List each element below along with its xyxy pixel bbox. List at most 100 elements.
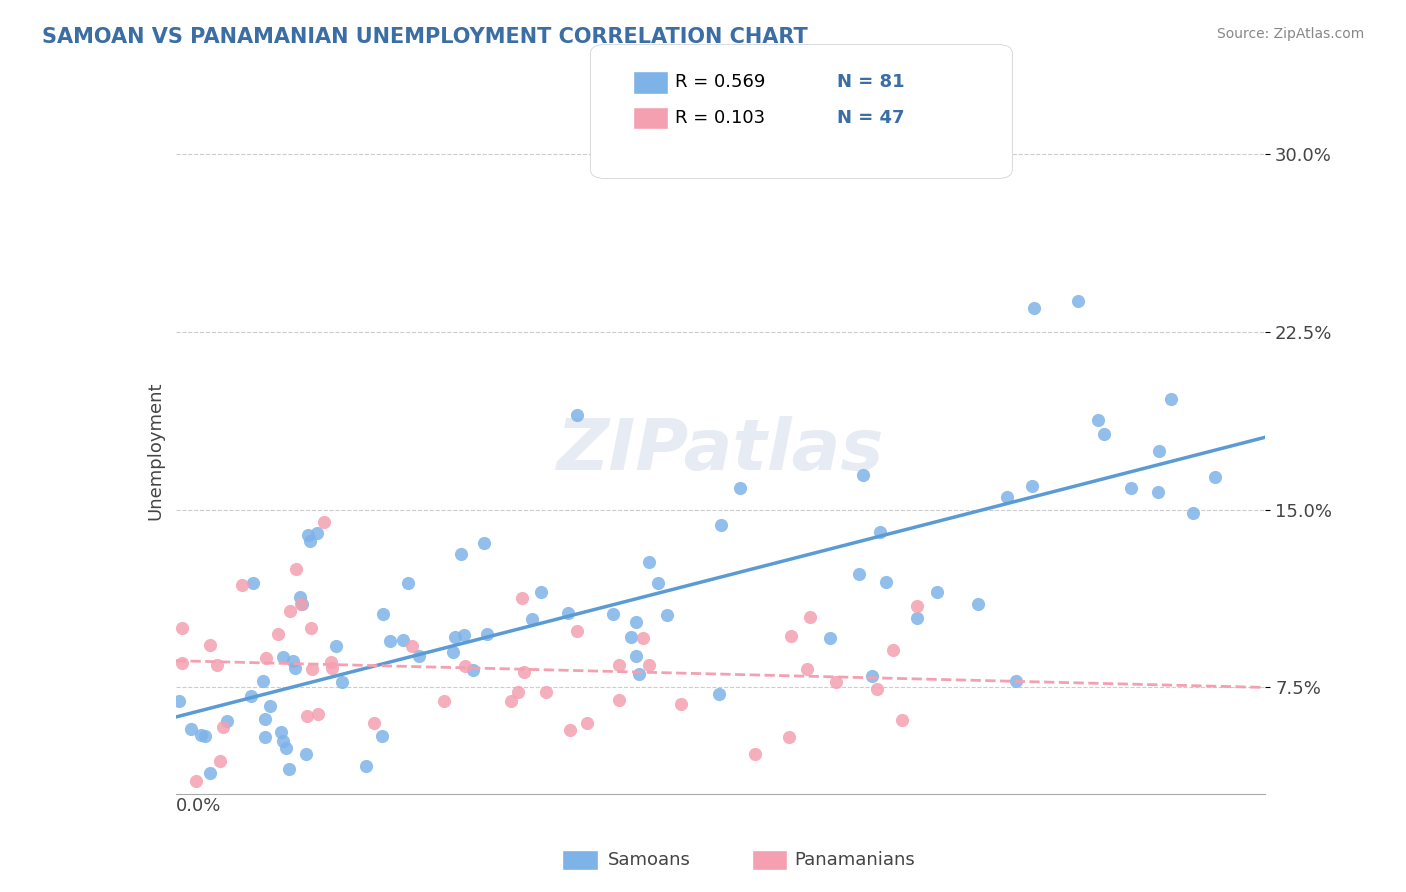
Point bbox=[565, 624, 588, 639]
Point bbox=[283, 654, 305, 668]
Point bbox=[363, 716, 385, 731]
Text: SAMOAN VS PANAMANIAN UNEMPLOYMENT CORRELATION CHART: SAMOAN VS PANAMANIAN UNEMPLOYMENT CORREL… bbox=[42, 27, 808, 46]
Point bbox=[882, 642, 904, 657]
Point bbox=[461, 663, 484, 677]
Point bbox=[200, 766, 222, 780]
Point bbox=[209, 755, 232, 769]
Point bbox=[1160, 392, 1182, 406]
Point bbox=[278, 762, 301, 776]
Point bbox=[557, 606, 579, 620]
Point bbox=[370, 729, 392, 743]
Point bbox=[796, 662, 818, 676]
Text: R = 0.569: R = 0.569 bbox=[675, 73, 765, 91]
Point bbox=[391, 633, 413, 648]
Point bbox=[231, 578, 253, 592]
Point bbox=[506, 684, 529, 698]
Point bbox=[401, 639, 423, 653]
Point bbox=[169, 694, 191, 708]
Point bbox=[194, 729, 217, 743]
Point bbox=[607, 693, 630, 707]
Text: 0.0%: 0.0% bbox=[176, 797, 221, 815]
Point bbox=[744, 747, 766, 761]
Point bbox=[433, 693, 456, 707]
Point bbox=[280, 604, 302, 618]
Point bbox=[1024, 301, 1046, 316]
Point bbox=[779, 629, 801, 643]
Text: Source: ZipAtlas.com: Source: ZipAtlas.com bbox=[1216, 27, 1364, 41]
Point bbox=[371, 607, 394, 621]
Point bbox=[534, 684, 557, 698]
Point bbox=[631, 631, 654, 645]
Point bbox=[1004, 673, 1026, 688]
Point bbox=[396, 575, 419, 590]
Point bbox=[290, 597, 312, 611]
Point bbox=[299, 533, 322, 548]
Point bbox=[927, 585, 949, 599]
Point bbox=[184, 774, 207, 789]
Point bbox=[620, 631, 643, 645]
Point bbox=[330, 675, 353, 690]
Point bbox=[444, 630, 467, 644]
Point bbox=[450, 547, 472, 561]
Point bbox=[875, 574, 897, 589]
Y-axis label: Unemployment: Unemployment bbox=[146, 381, 165, 520]
Point bbox=[1087, 413, 1109, 427]
Point bbox=[1147, 485, 1170, 500]
Point bbox=[866, 681, 889, 696]
Point bbox=[967, 597, 990, 611]
Point bbox=[799, 610, 821, 624]
Point bbox=[453, 628, 475, 642]
Point bbox=[273, 734, 295, 748]
Point bbox=[709, 687, 731, 701]
Point bbox=[530, 585, 553, 599]
Point bbox=[997, 490, 1019, 504]
Text: N = 81: N = 81 bbox=[837, 73, 904, 91]
Point bbox=[820, 631, 842, 645]
Point bbox=[905, 599, 928, 613]
Point bbox=[472, 536, 495, 550]
Point bbox=[301, 662, 323, 676]
Point bbox=[321, 661, 343, 675]
Text: N = 47: N = 47 bbox=[837, 109, 904, 127]
Point bbox=[905, 611, 928, 625]
Point bbox=[825, 674, 848, 689]
Point bbox=[730, 481, 752, 495]
Point bbox=[284, 661, 307, 675]
Point bbox=[560, 723, 582, 737]
Point bbox=[637, 555, 659, 569]
Point bbox=[575, 715, 598, 730]
Point bbox=[307, 706, 329, 721]
Point bbox=[290, 597, 312, 611]
Point bbox=[267, 627, 290, 641]
Point bbox=[520, 612, 543, 626]
Point bbox=[710, 518, 733, 533]
Point bbox=[510, 591, 533, 606]
Point bbox=[295, 708, 318, 723]
Point bbox=[1119, 481, 1142, 495]
Text: R = 0.103: R = 0.103 bbox=[675, 109, 765, 127]
Point bbox=[271, 650, 294, 665]
Point bbox=[869, 524, 891, 539]
Point bbox=[259, 698, 281, 713]
Text: Samoans: Samoans bbox=[607, 851, 690, 869]
Point bbox=[778, 731, 800, 745]
Point bbox=[565, 408, 588, 422]
Point bbox=[312, 515, 335, 529]
Point bbox=[356, 759, 378, 773]
Point bbox=[647, 576, 669, 591]
Point bbox=[254, 712, 277, 726]
Point bbox=[254, 651, 277, 665]
Point bbox=[207, 658, 229, 673]
Point bbox=[190, 729, 212, 743]
Point bbox=[229, 805, 252, 819]
Point bbox=[325, 639, 347, 653]
Point bbox=[408, 649, 430, 664]
Point bbox=[204, 798, 226, 813]
Point bbox=[295, 747, 318, 761]
Point bbox=[307, 526, 329, 541]
Point bbox=[860, 669, 883, 683]
Text: ZIPatlas: ZIPatlas bbox=[557, 416, 884, 485]
Point bbox=[626, 648, 648, 663]
Point bbox=[172, 656, 194, 670]
Point bbox=[499, 694, 522, 708]
